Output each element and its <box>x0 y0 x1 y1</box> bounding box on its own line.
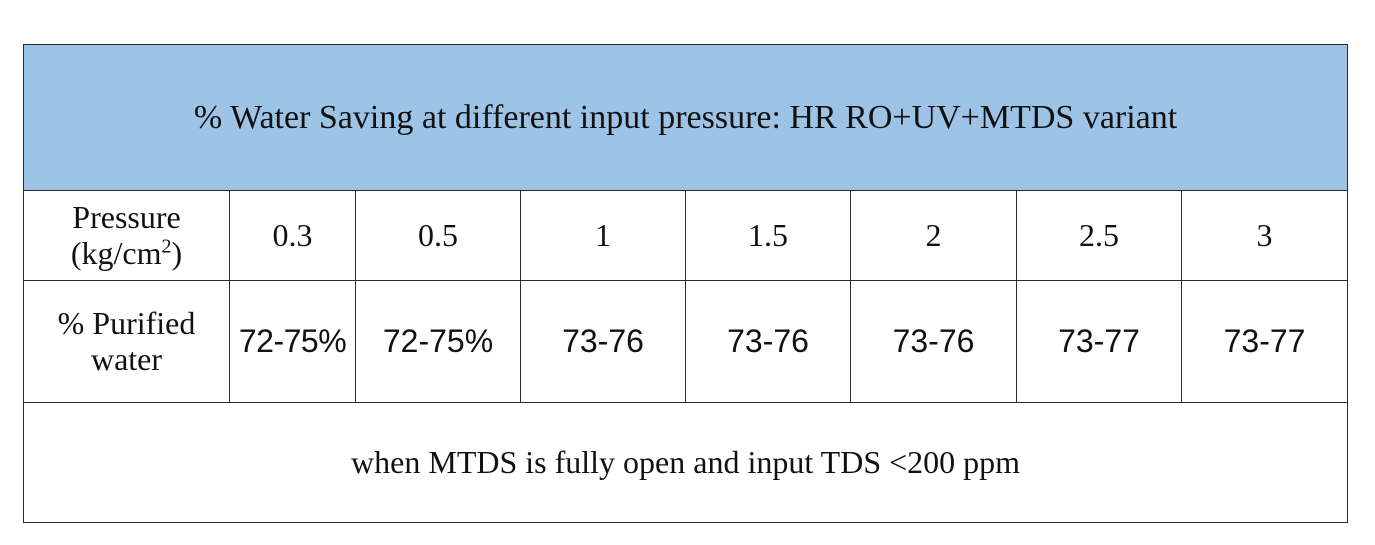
pressure-unit: (kg/cm2) <box>70 234 183 271</box>
pressure-label: Pressure <box>72 198 181 235</box>
pressure-value-cell: 2 <box>850 190 1017 281</box>
table-title: % Water Saving at different input pressu… <box>22 44 1349 191</box>
pressure-value-cell: 2.5 <box>1016 190 1182 281</box>
pressure-value-cell: 0.5 <box>355 190 521 281</box>
purified-label: % Purified <box>57 304 196 341</box>
purified-row: % Purified water 72-75% 72-75% 73-76 73-… <box>23 280 1349 403</box>
note-row: when MTDS is fully open and input TDS <2… <box>22 402 1349 523</box>
purified-value-cell: 73-76 <box>520 280 686 403</box>
purified-label-cell: % Purified water <box>23 280 230 403</box>
table-note: when MTDS is fully open and input TDS <2… <box>22 402 1349 523</box>
purified-value-cell: 73-76 <box>685 280 851 403</box>
purified-value-cell: 73-76 <box>850 280 1017 403</box>
water-saving-table: % Water Saving at different input pressu… <box>22 44 1349 523</box>
purified-label-line2: water <box>90 340 163 377</box>
table-title-text: % Water Saving at different input pressu… <box>193 98 1178 136</box>
purified-value-cell: 73-77 <box>1016 280 1182 403</box>
pressure-value-cell: 1 <box>520 190 686 281</box>
purified-value-cell: 72-75% <box>229 280 356 403</box>
pressure-value-cell: 0.3 <box>229 190 356 281</box>
title-row: % Water Saving at different input pressu… <box>22 44 1349 191</box>
pressure-label-cell: Pressure (kg/cm2) <box>23 190 230 281</box>
purified-value-cell: 73-77 <box>1180 280 1349 403</box>
table-note-text: when MTDS is fully open and input TDS <2… <box>351 444 1021 480</box>
purified-value-cell: 72-75% <box>355 280 521 403</box>
pressure-value-cell: 3 <box>1180 190 1349 281</box>
pressure-row: Pressure (kg/cm2) 0.3 0.5 1 1.5 2 2.5 3 <box>23 190 1349 281</box>
pressure-value-cell: 1.5 <box>685 190 851 281</box>
